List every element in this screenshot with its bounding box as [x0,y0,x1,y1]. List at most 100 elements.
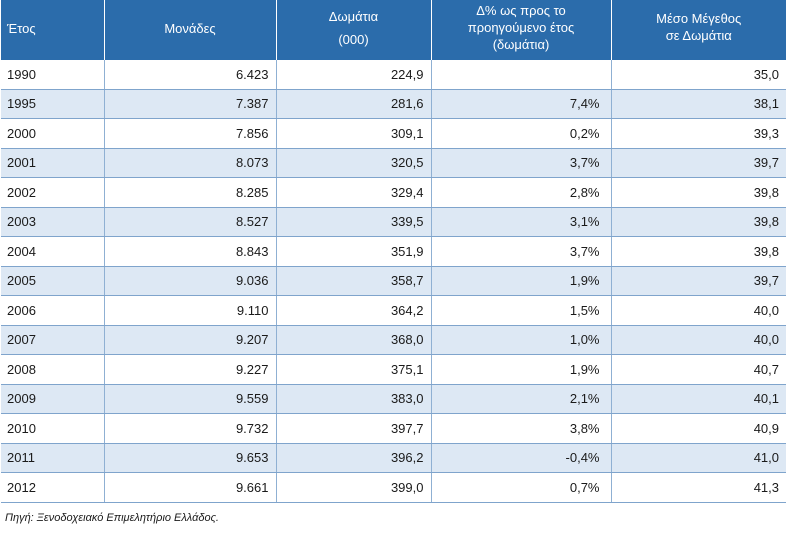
cell-change: 0,7% [431,472,612,503]
table-row: 2012 9.661 399,0 0,7% 41,3 [1,472,786,503]
cell-change: 0,2% [431,118,612,149]
cell-average-size: 39,8 [611,236,786,267]
cell-year: 2012 [1,472,105,503]
table-header: Έτος Μονάδες Δωμάτια (000) Δ% ως προς το… [1,0,786,60]
header-change: Δ% ως προς το προηγούμενο έτος (δωμάτια) [431,0,612,60]
cell-rooms: 383,0 [276,384,432,414]
cell-units: 7.387 [104,89,277,119]
cell-average-size: 41,3 [611,472,786,503]
cell-rooms: 368,0 [276,325,432,355]
cell-year: 2007 [1,325,105,355]
header-year: Έτος [1,0,105,60]
table-body: 1990 6.423 224,9 35,0 1995 7.387 281,6 7,4% 38,1… [1,60,786,503]
cell-change: 1,5% [431,295,612,326]
cell-average-size: 40,0 [611,295,786,326]
cell-units: 9.732 [104,413,277,444]
cell-change: 3,7% [431,148,612,178]
table-row: 1995 7.387 281,6 7,4% 38,1 [1,89,786,119]
cell-rooms: 375,1 [276,354,432,385]
cell-year: 2002 [1,177,105,208]
cell-units: 9.559 [104,384,277,414]
cell-average-size: 40,7 [611,354,786,385]
cell-change: 3,1% [431,207,612,237]
cell-year: 2006 [1,295,105,326]
table-row: 2005 9.036 358,7 1,9% 39,7 [1,266,786,296]
cell-average-size: 39,8 [611,207,786,237]
table-row: 2004 8.843 351,9 3,7% 39,8 [1,236,786,267]
cell-rooms: 281,6 [276,89,432,119]
cell-units: 8.073 [104,148,277,178]
cell-change: 1,9% [431,354,612,385]
cell-units: 9.207 [104,325,277,355]
table-row: 2010 9.732 397,7 3,8% 40,9 [1,413,786,444]
cell-rooms: 329,4 [276,177,432,208]
cell-year: 2000 [1,118,105,149]
cell-change: 3,8% [431,413,612,444]
header-change-line3: (δωμάτια) [492,37,550,52]
cell-average-size: 39,7 [611,148,786,178]
table-row: 2007 9.207 368,0 1,0% 40,0 [1,325,786,355]
cell-change: 2,1% [431,384,612,414]
cell-year: 2010 [1,413,105,444]
cell-rooms: 224,9 [276,60,432,90]
table-row: 2001 8.073 320,5 3,7% 39,7 [1,148,786,178]
table-row: 1990 6.423 224,9 35,0 [1,60,786,90]
table-row: 2009 9.559 383,0 2,1% 40,1 [1,384,786,414]
cell-rooms: 399,0 [276,472,432,503]
cell-year: 1990 [1,60,105,90]
cell-year: 2003 [1,207,105,237]
cell-rooms: 351,9 [276,236,432,267]
cell-rooms: 309,1 [276,118,432,149]
cell-units: 9.661 [104,472,277,503]
header-change-line1: Δ% ως προς το [476,3,566,18]
table-row: 2008 9.227 375,1 1,9% 40,7 [1,354,786,385]
source-note: Πηγή: Ξενοδοχειακό Επιμελητήριο Ελλάδος. [5,512,219,524]
header-rooms-line2: (000) [338,32,369,47]
cell-rooms: 396,2 [276,443,432,473]
cell-average-size: 39,8 [611,177,786,208]
cell-year: 2011 [1,443,105,473]
header-units: Μονάδες [104,0,277,60]
cell-units: 9.110 [104,295,277,326]
cell-year: 2005 [1,266,105,296]
cell-change: 1,0% [431,325,612,355]
header-rooms: Δωμάτια (000) [276,0,432,60]
header-avg-line2: σε Δωμάτια [665,28,732,43]
cell-units: 8.285 [104,177,277,208]
cell-average-size: 38,1 [611,89,786,119]
cell-change: 2,8% [431,177,612,208]
cell-year: 2008 [1,354,105,385]
cell-average-size: 40,1 [611,384,786,414]
cell-average-size: 41,0 [611,443,786,473]
header-row: Έτος Μονάδες Δωμάτια (000) Δ% ως προς το… [1,0,786,60]
table-row: 2006 9.110 364,2 1,5% 40,0 [1,295,786,326]
table-row: 2003 8.527 339,5 3,1% 39,8 [1,207,786,237]
cell-year: 1995 [1,89,105,119]
cell-units: 9.227 [104,354,277,385]
cell-year: 2009 [1,384,105,414]
cell-units: 7.856 [104,118,277,149]
cell-rooms: 364,2 [276,295,432,326]
cell-rooms: 339,5 [276,207,432,237]
cell-year: 2004 [1,236,105,267]
cell-average-size: 35,0 [611,60,786,90]
cell-average-size: 40,9 [611,413,786,444]
header-rooms-line1: Δωμάτια [328,9,379,24]
cell-average-size: 40,0 [611,325,786,355]
cell-rooms: 358,7 [276,266,432,296]
cell-units: 9.653 [104,443,277,473]
cell-change [431,60,612,90]
cell-rooms: 320,5 [276,148,432,178]
cell-units: 8.843 [104,236,277,267]
table-row: 2011 9.653 396,2 -0,4% 41,0 [1,443,786,473]
cell-units: 8.527 [104,207,277,237]
cell-average-size: 39,3 [611,118,786,149]
cell-rooms: 397,7 [276,413,432,444]
cell-units: 9.036 [104,266,277,296]
hotel-capacity-table: Έτος Μονάδες Δωμάτια (000) Δ% ως προς το… [1,0,786,503]
header-average-size: Μέσο Μέγεθος σε Δωμάτια [611,0,786,60]
table-row: 2002 8.285 329,4 2,8% 39,8 [1,177,786,208]
header-change-line2: προηγούμενο έτος [467,20,575,35]
cell-change: 7,4% [431,89,612,119]
